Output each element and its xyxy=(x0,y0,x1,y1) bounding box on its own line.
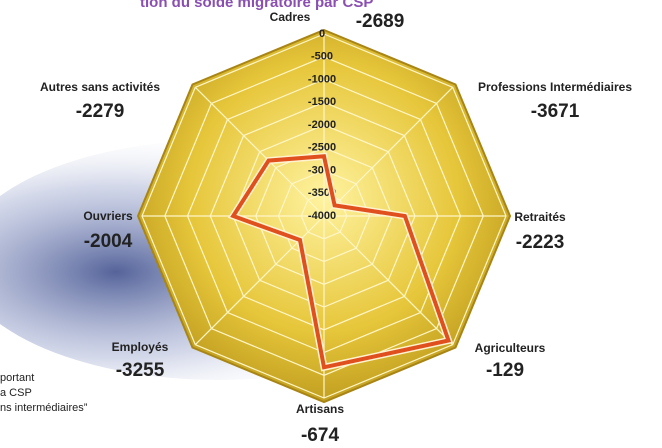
value-label: -2689 xyxy=(356,11,405,32)
category-label: Retraités xyxy=(514,210,566,224)
tick-label: -1000 xyxy=(308,73,336,85)
category-label: Ouvriers xyxy=(83,209,133,223)
tick-label: -3000 xyxy=(308,164,336,176)
value-label: -3255 xyxy=(116,360,165,381)
tick-label: -2000 xyxy=(308,119,336,131)
value-label: -2004 xyxy=(84,231,133,252)
tick-label: -4000 xyxy=(308,210,336,222)
value-label: -3671 xyxy=(531,101,580,122)
note: portant xyxy=(0,372,34,384)
category-label: Professions Intermédiaires xyxy=(478,80,632,94)
category-label: Cadres xyxy=(270,10,311,24)
category-label: Artisans xyxy=(296,402,344,416)
spoke xyxy=(323,215,454,346)
category-label: Autres sans activités xyxy=(40,80,160,94)
value-label: -2223 xyxy=(516,232,565,253)
category-label: Agriculteurs xyxy=(475,341,546,355)
value-label: -674 xyxy=(301,425,339,446)
tick-label: -500 xyxy=(311,51,333,63)
note: a CSP xyxy=(0,387,32,399)
data-line xyxy=(230,154,452,370)
spoke xyxy=(323,86,454,217)
category-label: Employés xyxy=(112,340,169,354)
chart-title: tion du solde migratoire par CSP xyxy=(140,0,373,11)
tick-label: -2500 xyxy=(308,142,336,154)
value-label: -129 xyxy=(486,360,524,381)
tick-label: 0 xyxy=(319,28,325,40)
spoke xyxy=(194,86,325,217)
value-label: -2279 xyxy=(76,101,125,122)
note: ns intermédiaires” xyxy=(0,402,88,414)
tick-label: -1500 xyxy=(308,96,336,108)
